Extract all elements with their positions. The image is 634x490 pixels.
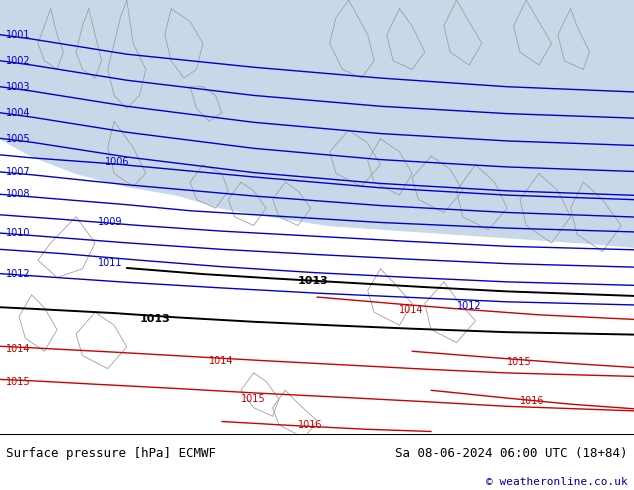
Text: 1016: 1016	[520, 396, 545, 406]
Text: © weatheronline.co.uk: © weatheronline.co.uk	[486, 477, 628, 487]
Text: 1004: 1004	[6, 108, 31, 118]
Text: 1016: 1016	[298, 420, 323, 430]
Text: 1005: 1005	[6, 134, 31, 144]
Text: 1008: 1008	[6, 189, 31, 199]
Text: 1006: 1006	[105, 157, 129, 167]
Text: 1014: 1014	[209, 356, 234, 366]
Text: 1012: 1012	[6, 269, 31, 279]
Text: 1011: 1011	[98, 258, 123, 268]
Text: Surface pressure [hPa] ECMWF: Surface pressure [hPa] ECMWF	[6, 447, 216, 460]
Text: 1013: 1013	[139, 314, 171, 324]
Text: 1012: 1012	[456, 301, 481, 311]
Text: 1010: 1010	[6, 228, 31, 238]
Text: 1001: 1001	[6, 30, 31, 40]
Text: 1015: 1015	[241, 394, 266, 404]
Text: 1014: 1014	[6, 343, 31, 354]
Text: 1015: 1015	[6, 377, 31, 387]
Text: 1014: 1014	[399, 305, 424, 315]
Text: 1002: 1002	[6, 56, 31, 66]
Text: 1003: 1003	[6, 82, 31, 92]
Text: 1009: 1009	[98, 217, 123, 227]
Text: 1007: 1007	[6, 167, 31, 177]
Text: 1015: 1015	[507, 357, 532, 367]
Text: Sa 08-06-2024 06:00 UTC (18+84): Sa 08-06-2024 06:00 UTC (18+84)	[395, 447, 628, 460]
Text: 1013: 1013	[298, 275, 329, 286]
